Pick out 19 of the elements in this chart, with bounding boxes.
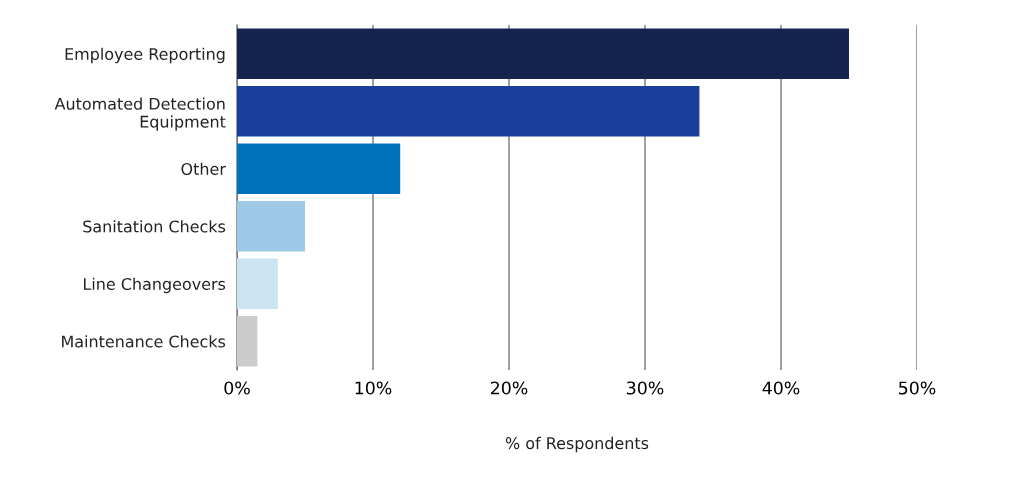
x-tick-label: 30% [627, 381, 664, 395]
y-tick-label: Sanitation Checks [83, 220, 226, 233]
y-tick-label: Employee Reporting [65, 47, 225, 64]
x-tick-label: 0% [224, 381, 250, 395]
y-tick-label: Maintenance Checks [62, 335, 226, 348]
x-tick-label: 10% [355, 381, 392, 395]
y-tick-label: Automated Detection Equipment [54, 97, 226, 131]
x-tick-label: 40% [762, 381, 800, 395]
y-tick-label: Other [181, 162, 226, 176]
bar [237, 28, 849, 80]
x-tick-label: 20% [490, 381, 528, 395]
bar [237, 200, 305, 252]
x-axis-title: % of Respondents [505, 436, 649, 453]
bar [237, 258, 278, 310]
bar [237, 315, 258, 367]
x-tick-label: 50% [899, 381, 936, 395]
bar [237, 85, 700, 137]
y-tick-label: Line Changeovers [84, 277, 226, 294]
bar [237, 143, 401, 195]
